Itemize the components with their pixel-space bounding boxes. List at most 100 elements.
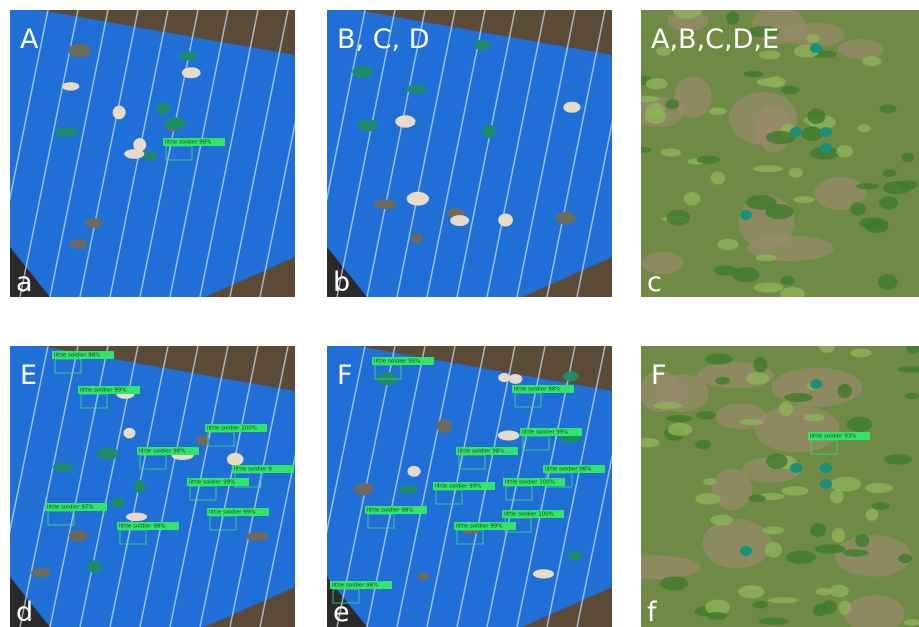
tuft [803,413,825,422]
object [790,463,802,473]
object [181,67,201,79]
object [69,239,88,249]
panel-sublabel: b [333,267,350,298]
object [820,479,832,489]
object [395,115,416,128]
tuft [877,274,898,290]
panel-label: E [20,360,37,391]
object [740,546,752,556]
tuft [766,453,788,469]
object [111,497,125,509]
detection-tag [78,386,140,394]
object [417,572,430,581]
tuft [785,550,817,564]
tuft [665,99,680,110]
detection-label: little soldier 98% [514,387,560,393]
object [52,462,74,472]
stripe [327,346,366,534]
tuft [653,401,682,410]
object [820,143,832,153]
object [156,102,171,115]
panel: B, C, D b [327,10,612,298]
object [31,567,51,578]
tuft [865,217,889,234]
detection-tag [187,478,249,486]
tuft [764,541,782,558]
stripe [396,10,456,297]
panel-label: F [337,360,353,391]
panel-label: A [20,24,39,55]
detection-tag [808,432,870,440]
tuft [717,238,739,251]
tuft [756,77,785,87]
tuft [683,192,701,206]
object [498,213,513,227]
tuft [855,533,870,548]
detection-tag [512,385,574,393]
tuft [752,165,783,173]
tuft [812,603,827,617]
tuft [715,376,730,385]
detection-tag [543,465,605,473]
tuft [768,597,800,604]
tuft [780,85,800,95]
detection-label: little soldier 93% [810,434,856,440]
panel-label: B, C, D [337,24,430,55]
stripe [169,346,229,627]
detection-label: little soldier 98% [458,449,504,455]
object [810,379,822,389]
stripe [259,453,295,627]
detection-label: little soldier 98% [545,467,591,473]
tuft [829,489,844,504]
object [567,551,583,561]
tuft [710,171,726,185]
tuft [645,103,665,119]
detection-label: little soldier 9 [234,467,272,473]
panel-label: F [651,360,667,391]
panel-label: A,B,C,D,E [651,24,779,55]
object [410,232,424,244]
stripe [19,346,79,627]
object [353,483,374,496]
stripe [10,346,49,534]
detection-label: little soldier 97% [47,505,93,511]
object [357,119,378,132]
tuft [830,476,862,492]
detection-tag [205,424,267,432]
stripe [229,346,289,627]
stripe [546,346,606,627]
object [376,371,398,386]
object [562,371,579,382]
tuft [778,401,793,417]
detection-label: little soldier 98% [119,524,165,530]
detection-tag [117,522,179,530]
stripe [199,346,259,627]
object [810,43,822,53]
photo: little soldier 95% little soldier 98% litt… [327,346,612,627]
object [61,82,80,91]
tarp-shade [10,577,50,627]
detection-label: little soldier 100% [504,512,554,518]
object [124,149,145,159]
tuft [850,348,872,358]
panel-sublabel: d [16,597,33,627]
tuft [871,502,890,510]
tuft [705,599,730,616]
tuft [879,104,897,114]
tarp-shade [327,247,367,297]
photo: little soldier 98% [10,10,295,297]
object [790,127,802,137]
stripe [259,120,295,297]
object [407,465,421,477]
object [498,373,511,383]
object [133,138,147,152]
soil-patch [715,403,767,430]
tuft [818,346,836,353]
tuft [745,372,770,385]
tuft [737,585,765,599]
detection-label: little soldier 99% [456,524,502,530]
detection-tag [433,482,495,490]
tuft [758,50,781,60]
tuft [846,416,873,433]
